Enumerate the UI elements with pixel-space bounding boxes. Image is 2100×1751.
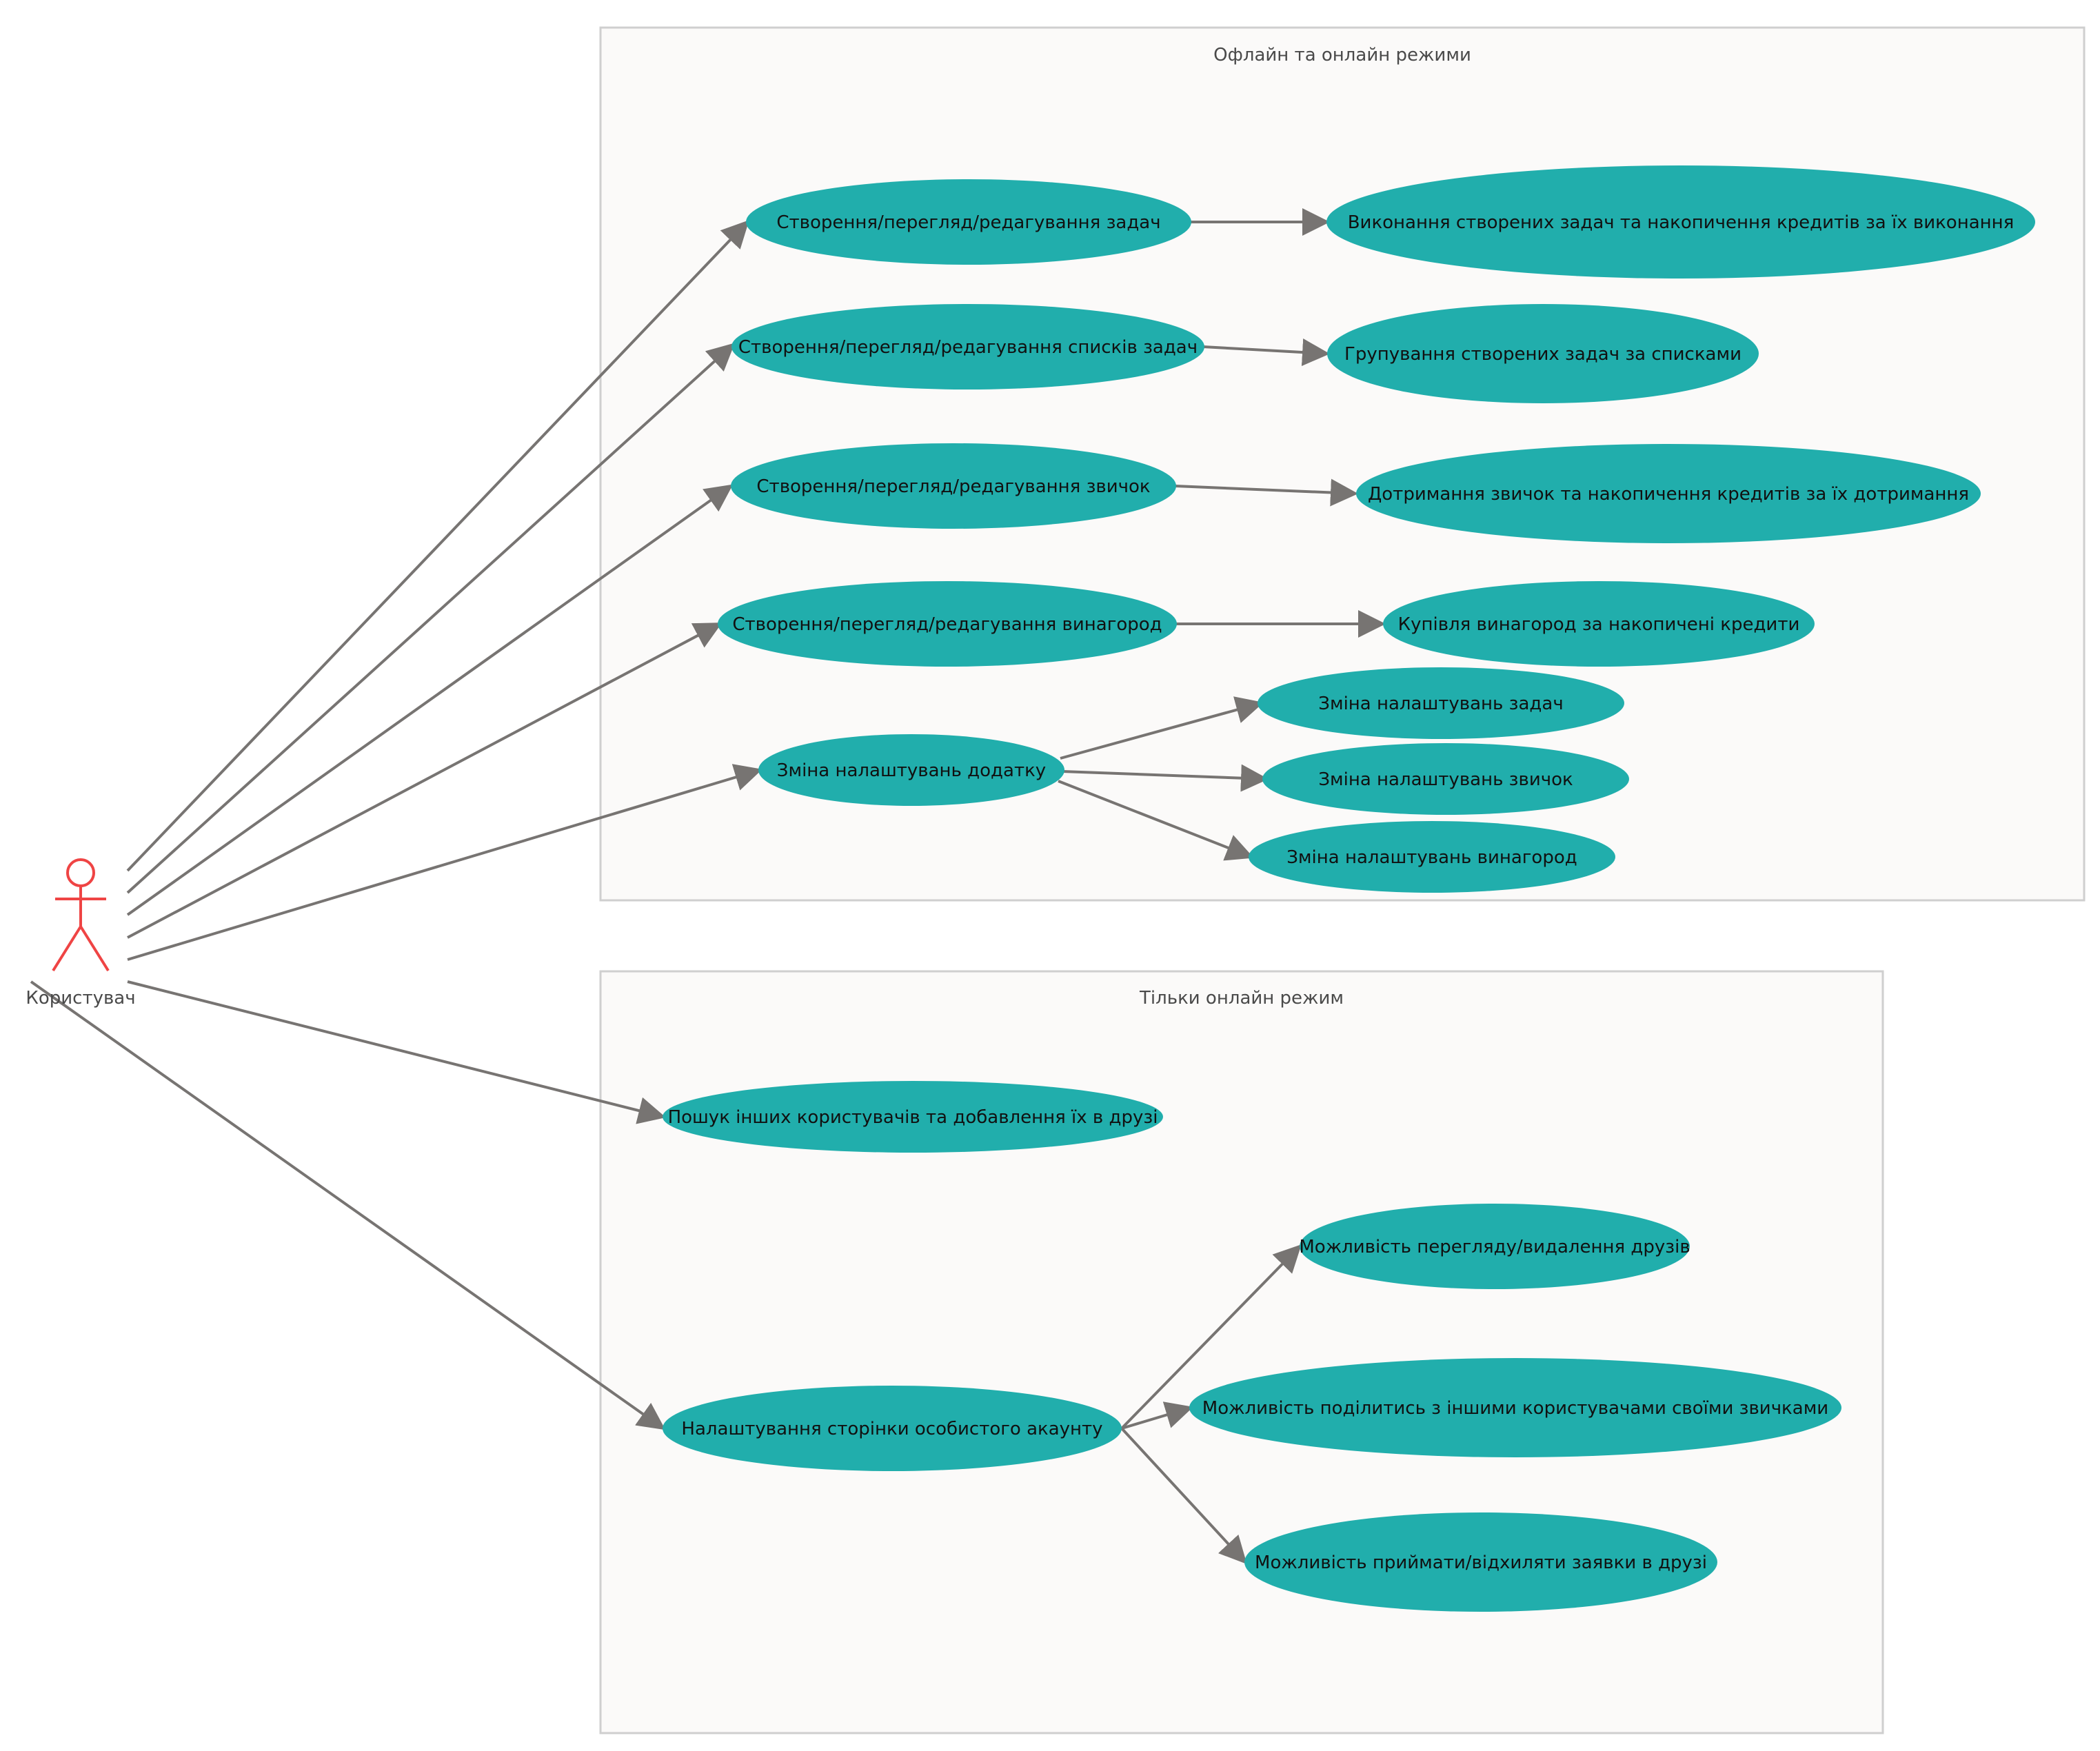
use-case-ellipse	[1383, 581, 1815, 667]
use-case-label: Створення/перегляд/редагування звичок	[756, 476, 1150, 497]
use-case-label: Налаштування сторінки особистого акаунту	[681, 1419, 1102, 1439]
edge-habit-settings	[1062, 764, 1269, 792]
use-case-tasks-complete[interactable]: Виконання створених задач та накопичення…	[1326, 165, 2035, 279]
use-case-lists-group[interactable]: Групування створених задач за списками	[1327, 304, 1759, 403]
use-case-ellipse	[718, 581, 1177, 667]
use-case-label: Виконання створених задач та накопичення…	[1348, 212, 2015, 233]
use-case-ellipse	[1300, 1204, 1690, 1289]
edge-friend-requests	[1120, 1427, 1247, 1564]
actor-associations	[30, 220, 763, 1430]
use-case-view-friends[interactable]: Можливість перегляду/видалення друзів	[1299, 1204, 1690, 1289]
use-case-label: Купівля винагород за накопичені кредити	[1398, 614, 1800, 635]
edge-actor-find-users	[127, 980, 666, 1124]
edge-view-friends	[1120, 1244, 1302, 1430]
use-case-label: Зміна налаштувань звичок	[1318, 769, 1573, 790]
use-case-friend-requests[interactable]: Можливість приймати/відхиляти заявки в д…	[1244, 1512, 1717, 1612]
edge-actor-account-settings	[30, 980, 666, 1430]
edge-actor-tasks-crud	[126, 220, 749, 872]
edge-reward-settings	[1058, 780, 1254, 861]
use-case-ellipse	[746, 179, 1191, 265]
use-case-label: Групування створених задач за списками	[1344, 344, 1741, 365]
use-case-label: Дотримання звичок та накопичення кредиті…	[1368, 484, 1969, 505]
actor-label: Користувач	[26, 988, 135, 1009]
edge-task-settings	[1060, 696, 1264, 760]
use-case-rewards-crud[interactable]: Створення/перегляд/редагування винагород	[718, 581, 1177, 667]
use-case-label: Можливість перегляду/видалення друзів	[1299, 1237, 1690, 1257]
use-case-habits-crud[interactable]: Створення/перегляд/редагування звичок	[731, 443, 1176, 529]
use-case-ellipse	[663, 1386, 1122, 1471]
use-case-label: Зміна налаштувань винагород	[1286, 847, 1577, 868]
edge-lists-group	[1202, 338, 1330, 366]
actor-right-leg-icon	[79, 925, 110, 972]
edge-share-habits	[1121, 1401, 1193, 1430]
use-case-label: Пошук інших користувачів та добавлення ї…	[668, 1107, 1158, 1128]
edge-habits-keep	[1175, 478, 1358, 507]
use-case-ellipse	[1262, 743, 1629, 815]
use-case-label: Зміна налаштувань додатку	[777, 760, 1046, 781]
use-case-label: Створення/перегляд/редагування винагород	[732, 614, 1162, 635]
use-case-habits-keep[interactable]: Дотримання звичок та накопичення кредиті…	[1356, 444, 1981, 543]
use-case-ellipse	[1327, 304, 1759, 403]
use-case-links	[1058, 208, 1386, 1564]
use-case-ellipse	[663, 1081, 1163, 1153]
edge-actor-app-settings	[127, 764, 763, 961]
package-title: Офлайн та онлайн режими	[1213, 45, 1471, 65]
use-case-rewards-buy[interactable]: Купівля винагород за накопичені кредити	[1383, 581, 1815, 667]
use-case-app-settings[interactable]: Зміна налаштувань додатку	[758, 734, 1064, 806]
use-case-ellipse	[1356, 444, 1981, 543]
use-case-ellipse	[1249, 821, 1615, 893]
package-box	[599, 970, 1884, 1734]
use-case-ellipse	[1244, 1512, 1717, 1612]
use-case-ellipse	[1258, 667, 1624, 739]
use-case-habit-settings[interactable]: Зміна налаштувань звичок	[1262, 743, 1629, 815]
use-case-label: Можливість приймати/відхиляти заявки в д…	[1255, 1552, 1707, 1573]
use-case-ellipse	[758, 734, 1064, 806]
actor-user[interactable]: Користувач	[26, 858, 136, 1009]
package-title: Тільки онлайн режим	[1139, 988, 1344, 1009]
actor-head-icon	[66, 858, 95, 887]
use-case-ellipse	[731, 443, 1176, 529]
use-case-label: Можливість поділитись з іншими користува…	[1202, 1398, 1828, 1419]
use-case-label: Створення/перегляд/редагування задач	[776, 212, 1160, 233]
use-case-ellipse	[731, 304, 1204, 389]
edge-actor-lists-crud	[126, 343, 735, 894]
use-case-account-settings[interactable]: Налаштування сторінки особистого акаунту	[663, 1386, 1122, 1471]
package-online-only: Тільки онлайн режим	[599, 970, 1884, 1734]
use-case-task-settings[interactable]: Зміна налаштувань задач	[1258, 667, 1624, 739]
use-case-find-users[interactable]: Пошук інших користувачів та добавлення ї…	[663, 1081, 1163, 1153]
use-case-reward-settings[interactable]: Зміна налаштувань винагород	[1249, 821, 1615, 893]
use-case-lists-crud[interactable]: Створення/перегляд/редагування списків з…	[731, 304, 1204, 389]
use-case-tasks-crud[interactable]: Створення/перегляд/редагування задач	[746, 179, 1191, 265]
actor-left-leg-icon	[52, 925, 82, 972]
use-case-ellipse	[1326, 165, 2035, 279]
use-case-label: Створення/перегляд/редагування списків з…	[738, 337, 1198, 358]
use-case-share-habits[interactable]: Можливість поділитись з іншими користува…	[1189, 1358, 1841, 1457]
use-case-ellipse	[1189, 1358, 1841, 1457]
edge-actor-rewards-crud	[127, 623, 723, 939]
use-case-label: Зміна налаштувань задач	[1318, 694, 1563, 714]
edge-actor-habits-crud	[126, 484, 734, 916]
